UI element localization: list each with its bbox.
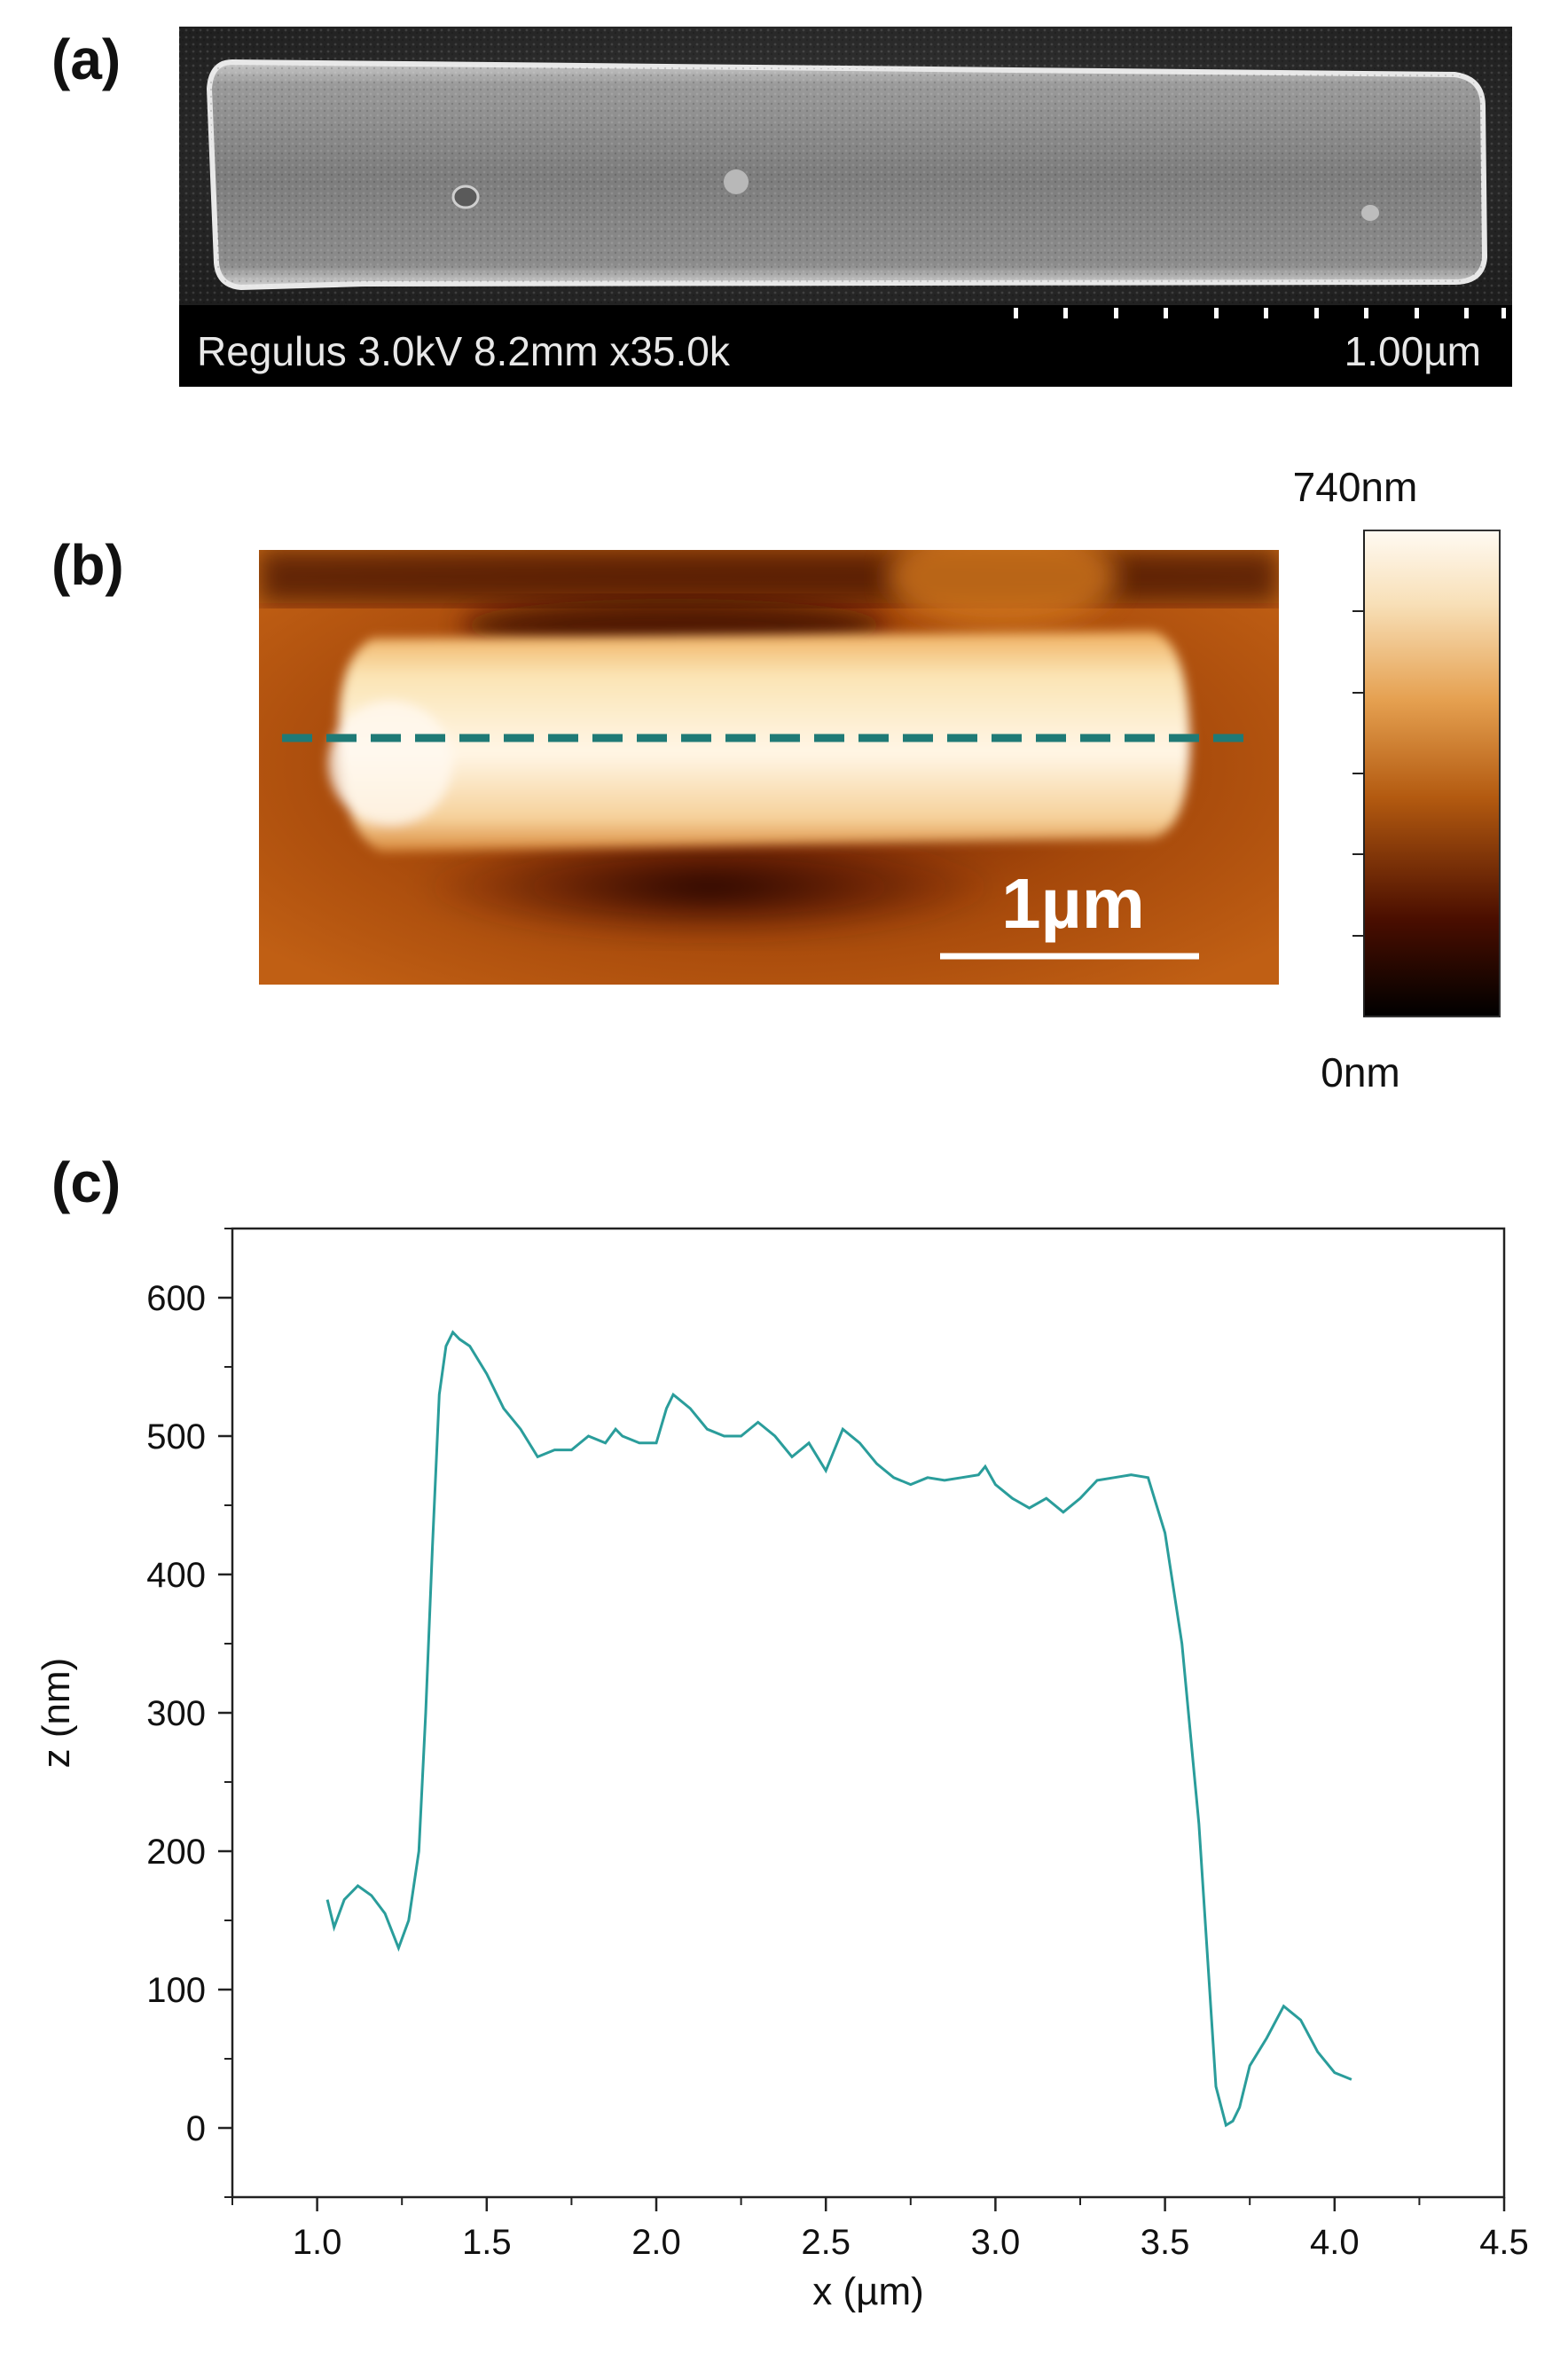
- afm-rod: [328, 632, 1190, 852]
- y-axis: 0 100 200 300 400 500 600: [146, 1228, 232, 2198]
- sem-info-bar: [179, 305, 1512, 387]
- x-axis-label: x (µm): [812, 2270, 924, 2313]
- sem-scale-text: 1.00µm: [1345, 328, 1481, 374]
- y-tick-label: 100: [146, 1971, 206, 2010]
- profile-chart: 1.0 1.5 2.0 2.5 3.0 3.5 4.0 4.5 0 100 200 300 400 50…: [35, 1227, 1529, 2313]
- y-tick-label: 400: [146, 1556, 206, 1595]
- x-tick-label: 2.5: [801, 2223, 851, 2262]
- x-tick-label: 1.0: [293, 2223, 342, 2262]
- x-tick-label: 3.0: [971, 2223, 1021, 2262]
- y-tick-label: 200: [146, 1833, 206, 1872]
- sem-rod: [206, 59, 1488, 291]
- y-tick-label: 300: [146, 1694, 206, 1733]
- x-tick-label: 4.0: [1310, 2223, 1360, 2262]
- x-axis: 1.0 1.5 2.0 2.5 3.0 3.5 4.0 4.5: [231, 2197, 1529, 2262]
- afm-scalebar-text: 1µm: [1001, 864, 1145, 943]
- y-tick-label: 600: [146, 1279, 206, 1318]
- x-tick-label: 1.5: [462, 2223, 512, 2262]
- sem-scale-ticks: [1014, 308, 1506, 318]
- plot-frame: [231, 1227, 1506, 2199]
- afm-colorbar: 740nm 0nm: [1293, 464, 1501, 1095]
- y-tick-label: 500: [146, 1417, 206, 1456]
- sem-image: Regulus 3.0kV 8.2mm x35.0k 1.00µm: [179, 27, 1512, 387]
- x-tick-label: 4.5: [1479, 2223, 1529, 2262]
- y-tick-label: 0: [186, 2109, 206, 2148]
- x-tick-label: 2.0: [631, 2223, 681, 2262]
- panel-label-c: (c): [51, 1150, 122, 1214]
- y-axis-label: z (nm): [35, 1658, 78, 1769]
- panel-label-a: (a): [51, 27, 122, 91]
- colorbar-max-label: 740nm: [1293, 464, 1418, 510]
- height-profile-line: [325, 1330, 1352, 2128]
- sem-info-text: Regulus 3.0kV 8.2mm x35.0k: [197, 328, 731, 374]
- afm-image: 1µm: [259, 550, 1279, 985]
- x-tick-label: 3.5: [1141, 2223, 1190, 2262]
- colorbar-min-label: 0nm: [1321, 1049, 1399, 1095]
- panel-label-b: (b): [51, 533, 124, 597]
